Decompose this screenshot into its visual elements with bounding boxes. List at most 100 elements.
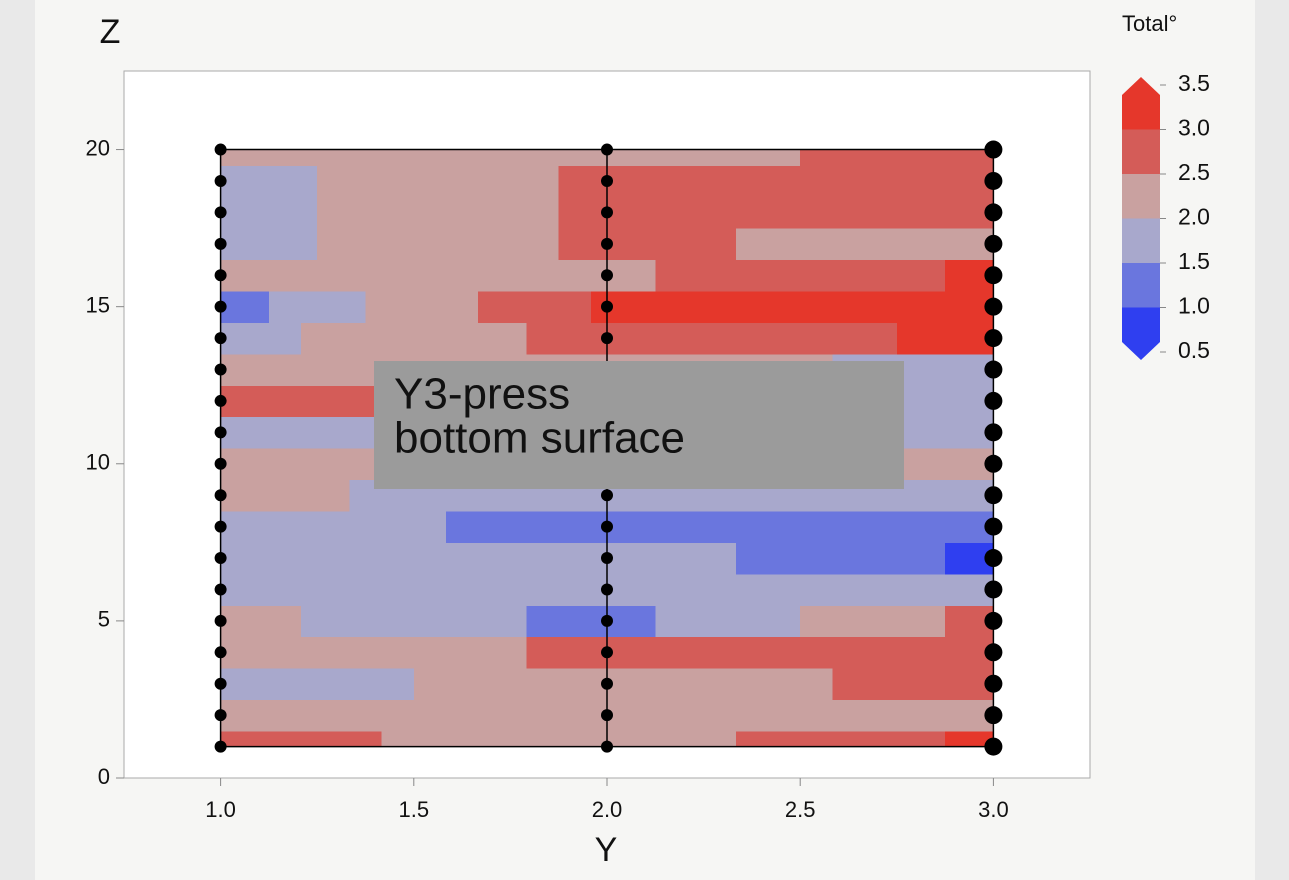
- data-point: [984, 706, 1003, 725]
- contour-cell: [800, 573, 817, 606]
- contour-cell: [735, 228, 753, 261]
- contour-cell: [719, 699, 737, 732]
- contour-cell: [558, 259, 576, 292]
- contour-cell: [558, 730, 576, 748]
- contour-cell: [848, 699, 866, 732]
- contour-cell: [880, 636, 898, 669]
- contour-cell: [848, 290, 866, 323]
- contour-cell: [365, 149, 383, 166]
- contour-cell: [929, 322, 946, 355]
- contour-cell: [639, 228, 656, 261]
- contour-cell: [333, 448, 350, 481]
- contour-cell: [397, 542, 415, 575]
- contour-cell: [268, 385, 286, 418]
- contour-cell: [558, 196, 576, 229]
- contour-cell: [220, 668, 238, 701]
- contour-cell: [655, 196, 672, 229]
- contour-cell: [961, 573, 978, 606]
- contour-cell: [703, 699, 721, 732]
- contour-cell: [574, 259, 592, 292]
- contour-cell: [607, 510, 624, 543]
- contour-cell: [912, 165, 930, 198]
- contour-cell: [236, 416, 254, 449]
- contour-cell: [446, 165, 463, 198]
- contour-cell: [413, 165, 431, 198]
- contour-cell: [574, 573, 592, 606]
- contour-cell: [945, 636, 962, 669]
- contour-cell: [252, 605, 270, 638]
- contour-cell: [268, 290, 286, 323]
- contour-cell: [751, 149, 769, 166]
- contour-cell: [929, 196, 946, 229]
- y-tick-label: 5: [98, 607, 110, 632]
- contour-cell: [413, 668, 431, 701]
- contour-cell: [719, 636, 737, 669]
- contour-cell: [333, 636, 350, 669]
- contour-cell: [301, 510, 318, 543]
- contour-cell: [349, 479, 367, 512]
- contour-cell: [961, 196, 978, 229]
- contour-cell: [526, 605, 544, 638]
- contour-cell: [510, 290, 528, 323]
- contour-cell: [301, 353, 318, 386]
- data-point: [214, 677, 227, 690]
- contour-cell: [333, 730, 350, 748]
- contour-cell: [848, 165, 866, 198]
- contour-cell: [639, 542, 656, 575]
- contour-cell: [735, 542, 753, 575]
- contour-cell: [413, 228, 431, 261]
- contour-cell: [510, 699, 528, 732]
- contour-cell: [945, 149, 962, 166]
- contour-cell: [896, 668, 914, 701]
- contour-cell: [945, 228, 962, 261]
- contour-cell: [590, 196, 608, 229]
- data-point: [214, 269, 227, 282]
- contour-cell: [462, 542, 479, 575]
- contour-cell: [768, 165, 785, 198]
- contour-cell: [268, 353, 286, 386]
- contour-cell: [590, 228, 608, 261]
- contour-cell: [671, 636, 689, 669]
- contour-cell: [478, 196, 495, 229]
- contour-cell: [590, 699, 608, 732]
- x-axis-label: Y: [595, 831, 618, 869]
- contour-cell: [285, 668, 302, 701]
- contour-cell: [446, 259, 463, 292]
- contour-cell: [880, 259, 898, 292]
- contour-cell: [478, 259, 495, 292]
- contour-cell: [381, 510, 399, 543]
- contour-cell: [268, 196, 286, 229]
- data-point: [601, 583, 613, 596]
- data-point: [214, 206, 227, 219]
- contour-cell: [784, 573, 801, 606]
- data-point: [214, 583, 227, 596]
- contour-cell: [494, 228, 511, 261]
- contour-cell: [896, 259, 914, 292]
- contour-cell: [220, 542, 238, 575]
- data-point: [984, 549, 1003, 568]
- contour-cell: [365, 730, 383, 748]
- contour-cell: [349, 149, 367, 166]
- contour-cell: [590, 510, 608, 543]
- contour-cell: [462, 605, 479, 638]
- contour-cell: [252, 730, 270, 748]
- contour-cell: [768, 636, 785, 669]
- contour-cell: [816, 542, 833, 575]
- contour-cell: [317, 542, 334, 575]
- contour-cell: [542, 165, 560, 198]
- contour-cell: [462, 573, 479, 606]
- contour-cell: [703, 228, 721, 261]
- contour-cell: [784, 259, 801, 292]
- contour-cell: [784, 605, 801, 638]
- contour-cell: [252, 699, 270, 732]
- contour-cell: [220, 479, 238, 512]
- contour-cell: [896, 605, 914, 638]
- data-point: [601, 143, 613, 156]
- contour-cell: [912, 416, 930, 449]
- contour-cell: [719, 196, 737, 229]
- contour-cell: [429, 196, 447, 229]
- contour-cell: [751, 668, 769, 701]
- contour-cell: [462, 322, 479, 355]
- contour-cell: [446, 228, 463, 261]
